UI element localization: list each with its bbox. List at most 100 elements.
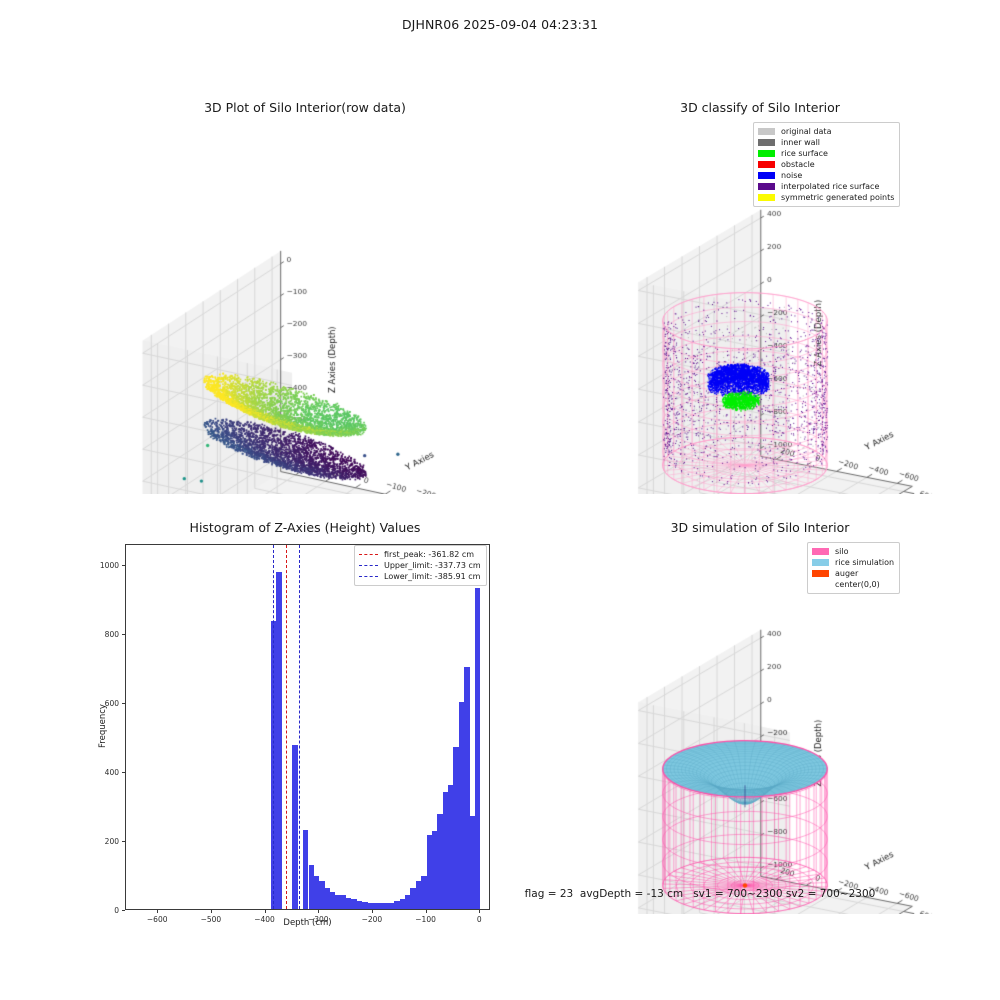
legend-item: symmetric generated points	[758, 192, 894, 203]
legend-color-swatch	[758, 183, 775, 190]
histogram-bar	[378, 903, 384, 909]
legend-dash-marker	[359, 576, 378, 577]
histogram-y-tick-label: 400	[104, 767, 119, 777]
legend-item: first_peak: -361.82 cm	[359, 549, 481, 560]
legend-item: center(0,0)	[812, 579, 894, 590]
histogram-bar	[453, 746, 459, 909]
legend-color-swatch	[758, 150, 775, 157]
histogram-y-tick	[122, 840, 125, 842]
legend-label: noise	[781, 171, 803, 180]
histogram-bar	[431, 831, 438, 909]
panel-simulation-3d: 3D simulation of Silo Interior silo rice …	[545, 520, 975, 914]
figure-title: DJHNR06 2025-09-04 04:23:31	[401, 17, 599, 32]
histogram-x-tick	[371, 910, 373, 913]
histogram-x-tick-label: −600	[146, 915, 168, 924]
histogram-bar	[329, 892, 336, 909]
histogram-y-tick	[122, 564, 125, 566]
histogram-x-tick	[479, 910, 481, 913]
histogram-x-tick	[157, 910, 159, 913]
histogram-plot-area[interactable]	[125, 544, 490, 910]
panel-classify-3d-title: 3D classify of Silo Interior	[680, 100, 840, 115]
legend-label: symmetric generated points	[781, 193, 895, 202]
panel-raw-3d: 3D Plot of Silo Interior(row data)	[90, 100, 520, 494]
panel-simulation-3d-title: 3D simulation of Silo Interior	[670, 520, 850, 535]
legend-label: Upper_limit: -337.73 cm	[384, 561, 481, 570]
histogram-bar	[335, 895, 341, 909]
histogram-bar	[340, 895, 347, 909]
histogram-bar	[399, 898, 406, 909]
histogram-marker-line	[298, 545, 300, 909]
histogram-marker-line	[273, 545, 275, 909]
histogram-bar	[303, 830, 309, 909]
histogram-x-tick-label: −300	[307, 915, 329, 924]
legend-color-swatch	[758, 128, 775, 135]
histogram-bar	[362, 902, 368, 909]
legend-color-swatch	[812, 570, 829, 577]
legend-label: original data	[781, 127, 832, 136]
panel-classify-3d: 3D classify of Silo Interior original da…	[545, 100, 975, 494]
legend-label: obstacle	[781, 160, 815, 169]
legend-item: rice simulation	[812, 557, 894, 568]
histogram-y-tick	[122, 910, 125, 911]
legend-item: interpolated rice surface	[758, 181, 894, 192]
legend-item: auger	[812, 568, 894, 579]
legend-label: auger	[835, 569, 859, 578]
histogram-bar	[474, 587, 481, 909]
legend-label: rice surface	[781, 149, 828, 158]
histogram-x-tick	[318, 910, 320, 913]
histogram-y-tick-label: 200	[104, 836, 119, 846]
classify-legend: original data inner wall rice surface obsta…	[753, 122, 901, 207]
histogram-bar	[383, 903, 389, 909]
histogram-y-tick-label: 0	[114, 906, 119, 915]
legend-label: Lower_limit: -385.91 cm	[384, 572, 481, 581]
raw-3d-canvas[interactable]	[90, 114, 520, 494]
histogram-y-tick-label: 1000	[99, 560, 119, 570]
histogram-bar	[308, 864, 314, 909]
simulation-3d-canvas[interactable]	[545, 534, 975, 914]
histogram-bar	[346, 897, 352, 909]
histogram-bar	[464, 667, 470, 909]
histogram-bar	[448, 784, 454, 909]
histogram-y-tick-label: 600	[104, 698, 119, 708]
histogram-bar	[405, 894, 411, 909]
histogram-x-tick-label: −200	[361, 915, 383, 924]
legend-item: Lower_limit: -385.91 cm	[359, 571, 481, 582]
histogram-bar	[442, 791, 449, 909]
histogram-x-tick-label: −100	[415, 915, 436, 924]
histogram-x-tick	[264, 910, 266, 913]
legend-color-swatch	[758, 172, 775, 179]
status-line: flag = 23 avgDepth = -13 cm sv1 = 700~23…	[524, 888, 876, 900]
histogram-bar	[356, 900, 363, 909]
legend-label: interpolated rice surface	[781, 182, 880, 191]
legend-item: rice surface	[758, 148, 894, 159]
histogram-bar	[437, 814, 443, 909]
legend-item: silo	[812, 546, 894, 557]
histogram-x-tick-label: 0	[476, 915, 482, 924]
legend-label: center(0,0)	[835, 580, 880, 589]
histogram-bar	[324, 887, 330, 909]
histogram-y-tick	[122, 702, 125, 704]
histogram-x-tick-label: −400	[254, 915, 275, 924]
legend-item: original data	[758, 126, 894, 137]
histogram-bar	[426, 834, 432, 909]
histogram-bar	[415, 880, 422, 909]
legend-item: inner wall	[758, 137, 894, 148]
histogram-legend: first_peak: -361.82 cm Upper_limit: -337.…	[354, 545, 487, 586]
histogram-bar	[351, 899, 357, 909]
histogram-bar	[276, 572, 282, 909]
legend-dash-marker	[359, 565, 378, 566]
legend-color-swatch	[812, 548, 829, 555]
histogram-marker-line	[286, 545, 288, 909]
histogram-bar	[319, 881, 325, 909]
legend-label: inner wall	[781, 138, 821, 147]
legend-color-swatch	[758, 161, 775, 168]
legend-item: Upper_limit: -337.73 cm	[359, 560, 481, 571]
panel-histogram: Histogram of Z-Axies (Height) Values Fre…	[90, 520, 520, 928]
legend-label: silo	[835, 547, 849, 556]
legend-item: obstacle	[758, 159, 894, 170]
histogram-bar	[469, 815, 475, 909]
histogram-x-label: Depth (cm)	[283, 918, 332, 928]
histogram-bar	[421, 876, 427, 909]
histogram-bar	[458, 701, 465, 909]
histogram-y-tick-label: 800	[104, 629, 119, 639]
